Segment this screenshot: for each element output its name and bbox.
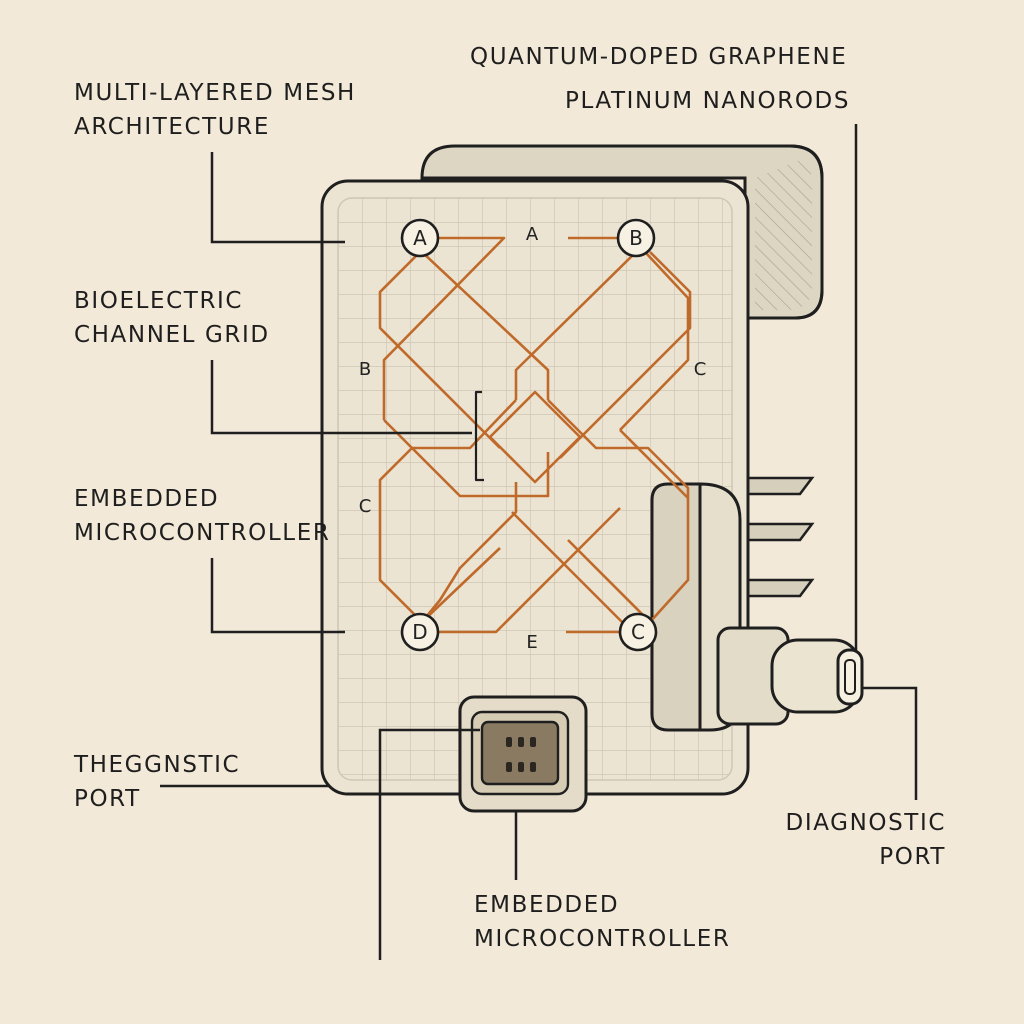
grid-letter-top: A: [526, 224, 539, 245]
mesh-architecture-line2: ARCHITECTURE: [74, 114, 270, 140]
embedded-microcontroller-left-label: EMBEDDED MICROCONTROLLER: [74, 482, 330, 550]
node-bottom-left-label: D: [412, 620, 427, 644]
platinum-nanorods-label: PLATINUM NANORODS: [565, 88, 851, 114]
mesh-architecture-line1: MULTI-LAYERED MESH: [74, 80, 356, 106]
theggnstic-port-label: THEGGNSTIC PORT: [74, 748, 240, 816]
node-top-right: B: [616, 218, 656, 258]
grid-letter-left-upper: B: [359, 359, 371, 380]
embedded-bottom-line2: MICROCONTROLLER: [474, 926, 731, 952]
node-top-right-label: B: [629, 226, 643, 250]
diagnostic-line2: PORT: [879, 844, 946, 870]
leader-lines: [160, 124, 918, 960]
bioelectric-grid-label: BIOELECTRIC CHANNEL GRID: [74, 284, 270, 352]
quantum-graphene-label: QUANTUM-DOPED GRAPHENE: [470, 44, 848, 70]
bioelectric-grid-line2: CHANNEL GRID: [74, 322, 270, 348]
diagnostic-port-label: DIAGNOSTIC PORT: [784, 806, 946, 874]
grid-letter-bottom: E: [526, 632, 537, 653]
node-bottom-left: D: [400, 612, 440, 652]
embedded-left-line2: MICROCONTROLLER: [74, 520, 331, 546]
embedded-microcontroller-bottom-label: EMBEDDED MICROCONTROLLER: [474, 888, 730, 956]
graphene-back-layer: [420, 144, 824, 320]
bioelectric-traces: [378, 236, 692, 634]
bioelectric-grid-line1: BIOELECTRIC: [74, 288, 244, 314]
connector-housing: [650, 482, 864, 732]
node-bottom-right-label: C: [631, 620, 645, 644]
theggnstic-line1: THEGGNSTIC: [74, 752, 241, 778]
grid-letter-left-lower: C: [359, 496, 372, 517]
node-top-left-label: A: [413, 226, 427, 250]
theggnstic-line2: PORT: [74, 786, 141, 812]
mesh-architecture-label: MULTI-LAYERED MESH ARCHITECTURE: [74, 76, 356, 144]
node-bottom-right: C: [618, 612, 658, 652]
embedded-left-line1: EMBEDDED: [74, 486, 220, 512]
grid-letter-right: C: [694, 359, 707, 380]
node-top-left: A: [400, 218, 440, 258]
embedded-bottom-line1: EMBEDDED: [474, 892, 620, 918]
microcontroller-chip: [458, 695, 588, 813]
diagnostic-line1: DIAGNOSTIC: [785, 810, 946, 836]
